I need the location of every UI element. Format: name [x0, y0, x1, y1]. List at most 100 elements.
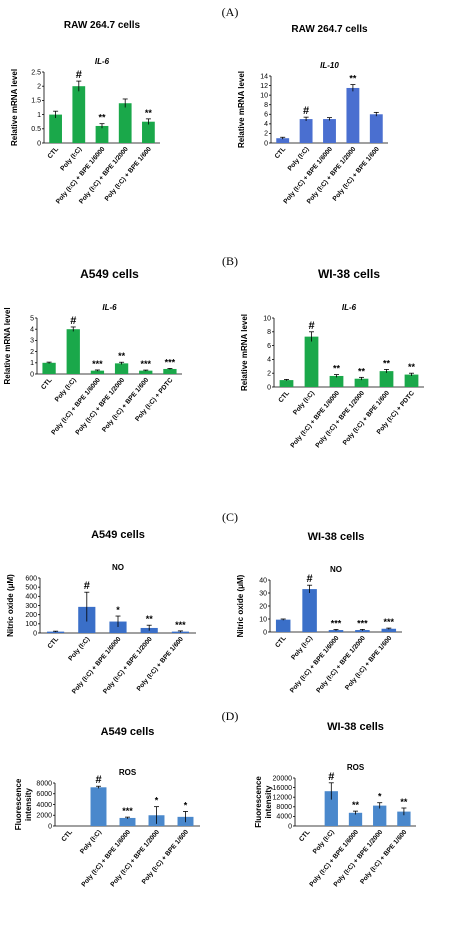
chart-4-category-label: Poly (I:C) + BPE 1/600: [342, 390, 392, 447]
chart-7-cell-title: A549 cells: [101, 726, 155, 738]
chart-8-significance-mark: **: [400, 797, 408, 807]
chart-1-bar: [95, 125, 109, 143]
chart-6-y-tick-label: 0: [263, 629, 267, 636]
chart-8-gene-label: ROS: [347, 763, 365, 772]
chart-4-y-tick-label: 0: [267, 384, 271, 391]
chart-3-bar: [163, 368, 177, 374]
chart-4-bar: [304, 336, 319, 387]
chart-5-y-tick-label: 200: [25, 612, 37, 619]
chart-7-y-tick-label: 4000: [36, 802, 52, 809]
chart-2-y-tick-label: 8: [264, 102, 268, 109]
chart-6-significance-mark: #: [307, 573, 313, 585]
chart-4-significance-mark: **: [358, 366, 366, 376]
chart-4-category-label: Poly (I:C): [292, 390, 316, 417]
chart-3-cell-title: A549 cells: [80, 267, 139, 281]
chart-4-bar: [279, 380, 294, 387]
chart-2-bar: [276, 138, 290, 143]
chart-7-category-label: CTL: [60, 829, 74, 843]
chart-3-category-label: CTL: [40, 377, 54, 391]
chart-6-y-tick-label: 20: [259, 603, 267, 610]
chart-4-bar: [329, 375, 344, 387]
chart-6-y-tick-label: 30: [259, 590, 267, 597]
chart-7-y-label: Fluorescence: [14, 778, 23, 830]
chart-6-category-label: Poly (I:C): [290, 635, 314, 662]
chart-7-y-label: intensity: [24, 788, 33, 821]
chart-3-y-tick-label: 5: [30, 315, 34, 322]
chart-5-significance-mark: ***: [175, 620, 186, 630]
chart-8-y-tick-label: 20000: [273, 775, 293, 782]
chart-6-bar: [328, 630, 344, 632]
chart-6-category-label: Poly (I:C) + BPE 1/6000: [289, 635, 341, 695]
chart-3-significance-mark: **: [118, 351, 126, 361]
chart-8-significance-mark: #: [328, 771, 334, 783]
chart-5-significance-mark: *: [116, 605, 120, 615]
chart-5-category-label: CTL: [47, 636, 61, 650]
chart-4-y-tick-label: 6: [267, 343, 271, 350]
chart-4-y-tick-label: 8: [267, 329, 271, 336]
chart-8-significance-mark: *: [378, 792, 382, 802]
chart-4-significance-mark: **: [383, 358, 391, 368]
chart-6-bar: [355, 630, 370, 632]
panel-label-d: (D): [222, 709, 239, 723]
chart-8-cell-title: WI-38 cells: [327, 721, 384, 733]
chart-8-category-label: CTL: [298, 829, 312, 843]
chart-5-bar: [109, 621, 127, 633]
chart-3-y-tick-label: 0: [30, 371, 34, 378]
chart-6-category-label: CTL: [274, 635, 288, 649]
chart-7-significance-mark: *: [184, 800, 188, 810]
chart-1-significance-mark: #: [76, 69, 82, 81]
chart-6-y-label: Nitric oxide (μM): [236, 574, 245, 637]
chart-5-y-tick-label: 300: [25, 603, 37, 610]
chart-3-y-tick-label: 4: [30, 327, 34, 334]
chart-3-gene-label: IL-6: [102, 303, 117, 312]
chart-4-gene-label: IL-6: [342, 303, 357, 312]
chart-5-cell-title: A549 cells: [91, 529, 145, 541]
chart-6-significance-mark: ***: [384, 617, 395, 627]
chart-5-gene-label: NO: [112, 563, 124, 572]
chart-1-gene-label: IL-6: [95, 57, 110, 66]
chart-3-significance-mark: #: [70, 315, 76, 327]
chart-8-bar: [324, 791, 338, 826]
chart-8-significance-mark: **: [352, 800, 360, 810]
chart-2-bar: [369, 114, 383, 143]
chart-8-y-tick-label: 16000: [273, 785, 293, 792]
chart-2-bar: [299, 119, 313, 143]
chart-3-significance-mark: ***: [165, 357, 176, 367]
chart-3-category-label: Poly (I:C): [54, 377, 78, 404]
chart-3-y-label: Relative mRNA level: [3, 307, 12, 384]
chart-4-significance-mark: **: [333, 364, 341, 374]
chart-6-y-tick-label: 40: [259, 577, 267, 584]
chart-5-y-tick-label: 500: [25, 584, 37, 591]
chart-4-category-label: Poly (I:C) + BPE 1/6000: [289, 390, 341, 450]
chart-2-significance-mark: #: [303, 105, 309, 117]
chart-4-y-tick-label: 4: [267, 357, 271, 364]
chart-6-bar: [275, 619, 291, 632]
panel-label-b: (B): [222, 254, 238, 268]
chart-3-y-tick-label: 1: [30, 360, 34, 367]
chart-3-bar: [114, 363, 129, 374]
chart-4-significance-mark: **: [408, 362, 416, 372]
chart-3-significance-mark: ***: [140, 359, 151, 369]
chart-2-y-tick-label: 2: [264, 131, 268, 138]
chart-2-bar: [346, 87, 360, 143]
chart-3-significance-mark: ***: [92, 359, 103, 369]
chart-7-y-tick-label: 8000: [36, 780, 52, 787]
chart-8-bar: [397, 811, 411, 826]
chart-4-bar: [379, 371, 394, 387]
chart-5-category-label: Poly (I:C): [67, 636, 91, 663]
chart-1-bar: [72, 86, 86, 143]
chart-1-y-tick-label: 1.5: [31, 98, 41, 105]
chart-1-bar: [49, 114, 62, 143]
chart-2-y-tick-label: 14: [260, 73, 268, 80]
chart-7-significance-mark: *: [155, 796, 159, 806]
chart-7-gene-label: ROS: [119, 768, 137, 777]
chart-2-y-tick-label: 4: [264, 121, 268, 128]
chart-1-category-label: Poly (I:C) + BPE 1/600: [104, 146, 154, 203]
chart-6-category-label: Poly (I:C) + BPE 1/2000: [315, 635, 367, 695]
chart-7-y-tick-label: 6000: [36, 791, 52, 798]
chart-6-cell-title: WI-38 cells: [308, 531, 365, 543]
chart-8-category-label: Poly (I:C) + BPE 1/6000: [308, 829, 360, 889]
chart-1-y-label: Relative mRNA level: [10, 69, 19, 146]
chart-7-category-label: Poly (I:C) + BPE 1/2000: [109, 829, 161, 889]
chart-7-y-tick-label: 2000: [36, 813, 52, 820]
